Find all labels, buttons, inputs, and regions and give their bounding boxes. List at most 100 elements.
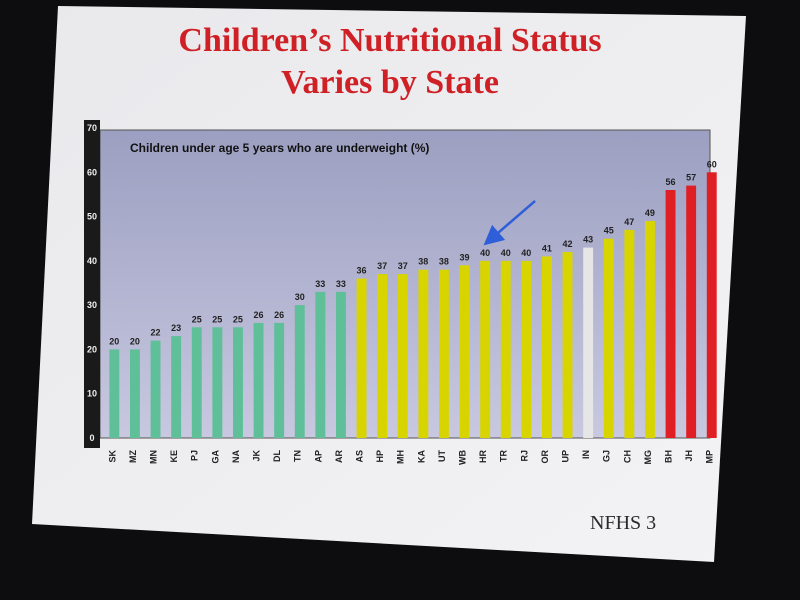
y-tick-label-60: 60 <box>87 167 97 177</box>
category-label-mg: MG <box>643 450 653 465</box>
bar-value-label-ut: 38 <box>439 257 449 267</box>
bar-hr <box>480 260 491 438</box>
category-label-tr: TR <box>499 450 509 462</box>
bars-group <box>109 172 717 439</box>
category-label-tn: TN <box>293 450 303 462</box>
bar-or <box>542 256 552 438</box>
bar-value-label-or: 41 <box>542 243 552 253</box>
category-label-na: NA <box>231 450 241 463</box>
bar-ut <box>439 269 449 438</box>
bar-na <box>233 327 243 438</box>
bar-value-label-tr: 40 <box>501 248 511 258</box>
y-tick-label-0: 0 <box>89 433 94 443</box>
category-label-mn: MN <box>149 450 159 464</box>
bar-value-label-mz: 20 <box>130 336 140 346</box>
bar-value-label-ch: 47 <box>624 217 634 227</box>
bar-value-label-pj: 25 <box>192 314 202 324</box>
bar-ka <box>418 269 429 438</box>
bar-value-label-na: 25 <box>233 314 243 324</box>
y-tick-label-10: 10 <box>87 389 97 399</box>
bar-value-label-ap: 33 <box>315 279 325 289</box>
category-label-as: AS <box>355 450 365 463</box>
category-label-jh: JH <box>684 450 694 462</box>
category-label-hr: HR <box>478 450 488 463</box>
bar-mh <box>397 274 408 438</box>
slide-title-line-2: Varies by State <box>281 64 499 101</box>
bar-value-label-rj: 40 <box>521 248 531 258</box>
bar-value-label-mh: 37 <box>398 261 408 271</box>
bar-tr <box>500 260 511 438</box>
bar-value-label-hr: 40 <box>480 248 490 258</box>
bar-mn <box>150 340 161 438</box>
bar-value-label-jh: 57 <box>686 173 696 183</box>
bar-up <box>562 252 573 438</box>
bar-value-label-wb: 39 <box>459 252 469 262</box>
category-label-sk: SK <box>107 450 117 463</box>
y-tick-label-40: 40 <box>87 256 97 266</box>
annotation-arrow <box>483 199 536 246</box>
category-label-wb: WB <box>458 450 468 465</box>
bar-mg <box>645 221 655 438</box>
bar-value-labels: 20 20 22 23 25 25 25 26 26 30 33 33 36 37 37 38 38 39 40 40… <box>109 159 716 346</box>
bar-value-label-bh: 56 <box>665 177 675 187</box>
bar-value-label-sk: 20 <box>109 336 119 346</box>
y-tick-label-70: 70 <box>87 123 97 133</box>
source-label: NFHS 3 <box>590 512 657 534</box>
category-label-mh: MH <box>396 450 406 464</box>
category-label-ch: CH <box>622 450 632 463</box>
category-label-pj: PJ <box>190 450 200 461</box>
bar-value-label-tn: 30 <box>295 292 305 302</box>
bar-value-label-mn: 22 <box>150 328 160 338</box>
bar-dl <box>274 322 285 438</box>
bar-value-label-gj: 45 <box>604 226 614 236</box>
bar-value-label-ga: 25 <box>212 314 222 324</box>
bar-value-label-mg: 49 <box>645 208 655 218</box>
bar-ke <box>171 336 182 438</box>
bar-value-label-ka: 38 <box>418 257 428 267</box>
category-label-ga: GA <box>210 449 220 463</box>
bar-value-label-as: 36 <box>356 266 366 276</box>
y-axis-band <box>84 120 100 448</box>
category-label-jk: JK <box>252 450 262 462</box>
category-label-or: OR <box>540 449 550 463</box>
category-label-mp: MP <box>705 450 715 464</box>
bar-value-label-jk: 26 <box>253 310 263 320</box>
bar-rj <box>521 260 532 438</box>
bar-jk <box>253 322 264 438</box>
category-label-ap: AP <box>313 450 323 463</box>
bar-as <box>356 278 367 438</box>
category-label-ka: KA <box>416 450 426 463</box>
category-label-ut: UT <box>437 450 447 462</box>
bar-tn <box>294 305 305 438</box>
bar-ap <box>315 291 326 438</box>
category-label-dl: DL <box>272 450 282 462</box>
bar-value-label-hp: 37 <box>377 261 387 271</box>
bar-ar <box>336 291 346 438</box>
bar-hp <box>377 274 388 438</box>
bar-value-label-mp: 60 <box>707 159 717 169</box>
y-tick-label-30: 30 <box>87 300 97 310</box>
y-axis-tick-labels: 0 10 20 30 40 50 60 70 <box>87 123 97 443</box>
bar-pj <box>191 327 202 438</box>
category-label-bh: BH <box>664 450 674 463</box>
y-tick-label-20: 20 <box>87 344 97 354</box>
category-labels: SK MZ MN KE PJ GA NA JK DL TN AP AR AS HP MH KA UT WB HR TR… <box>107 449 714 465</box>
bar-value-label-ke: 23 <box>171 323 181 333</box>
category-label-ke: KE <box>169 450 179 463</box>
bar-bh <box>665 190 676 438</box>
category-label-rj: RJ <box>519 450 529 462</box>
category-label-mz: MZ <box>128 450 138 463</box>
category-label-gj: GJ <box>602 450 612 462</box>
bar-mz <box>130 349 140 438</box>
bar-value-label-up: 42 <box>562 239 572 249</box>
category-label-in: IN <box>581 450 591 459</box>
bar-gj <box>603 238 614 438</box>
bar-ga <box>212 327 223 438</box>
bar-value-label-ar: 33 <box>336 279 346 289</box>
category-label-hp: HP <box>375 450 385 463</box>
bar-mp <box>706 172 717 439</box>
category-label-ar: AR <box>334 450 344 463</box>
bar-sk <box>109 349 120 438</box>
